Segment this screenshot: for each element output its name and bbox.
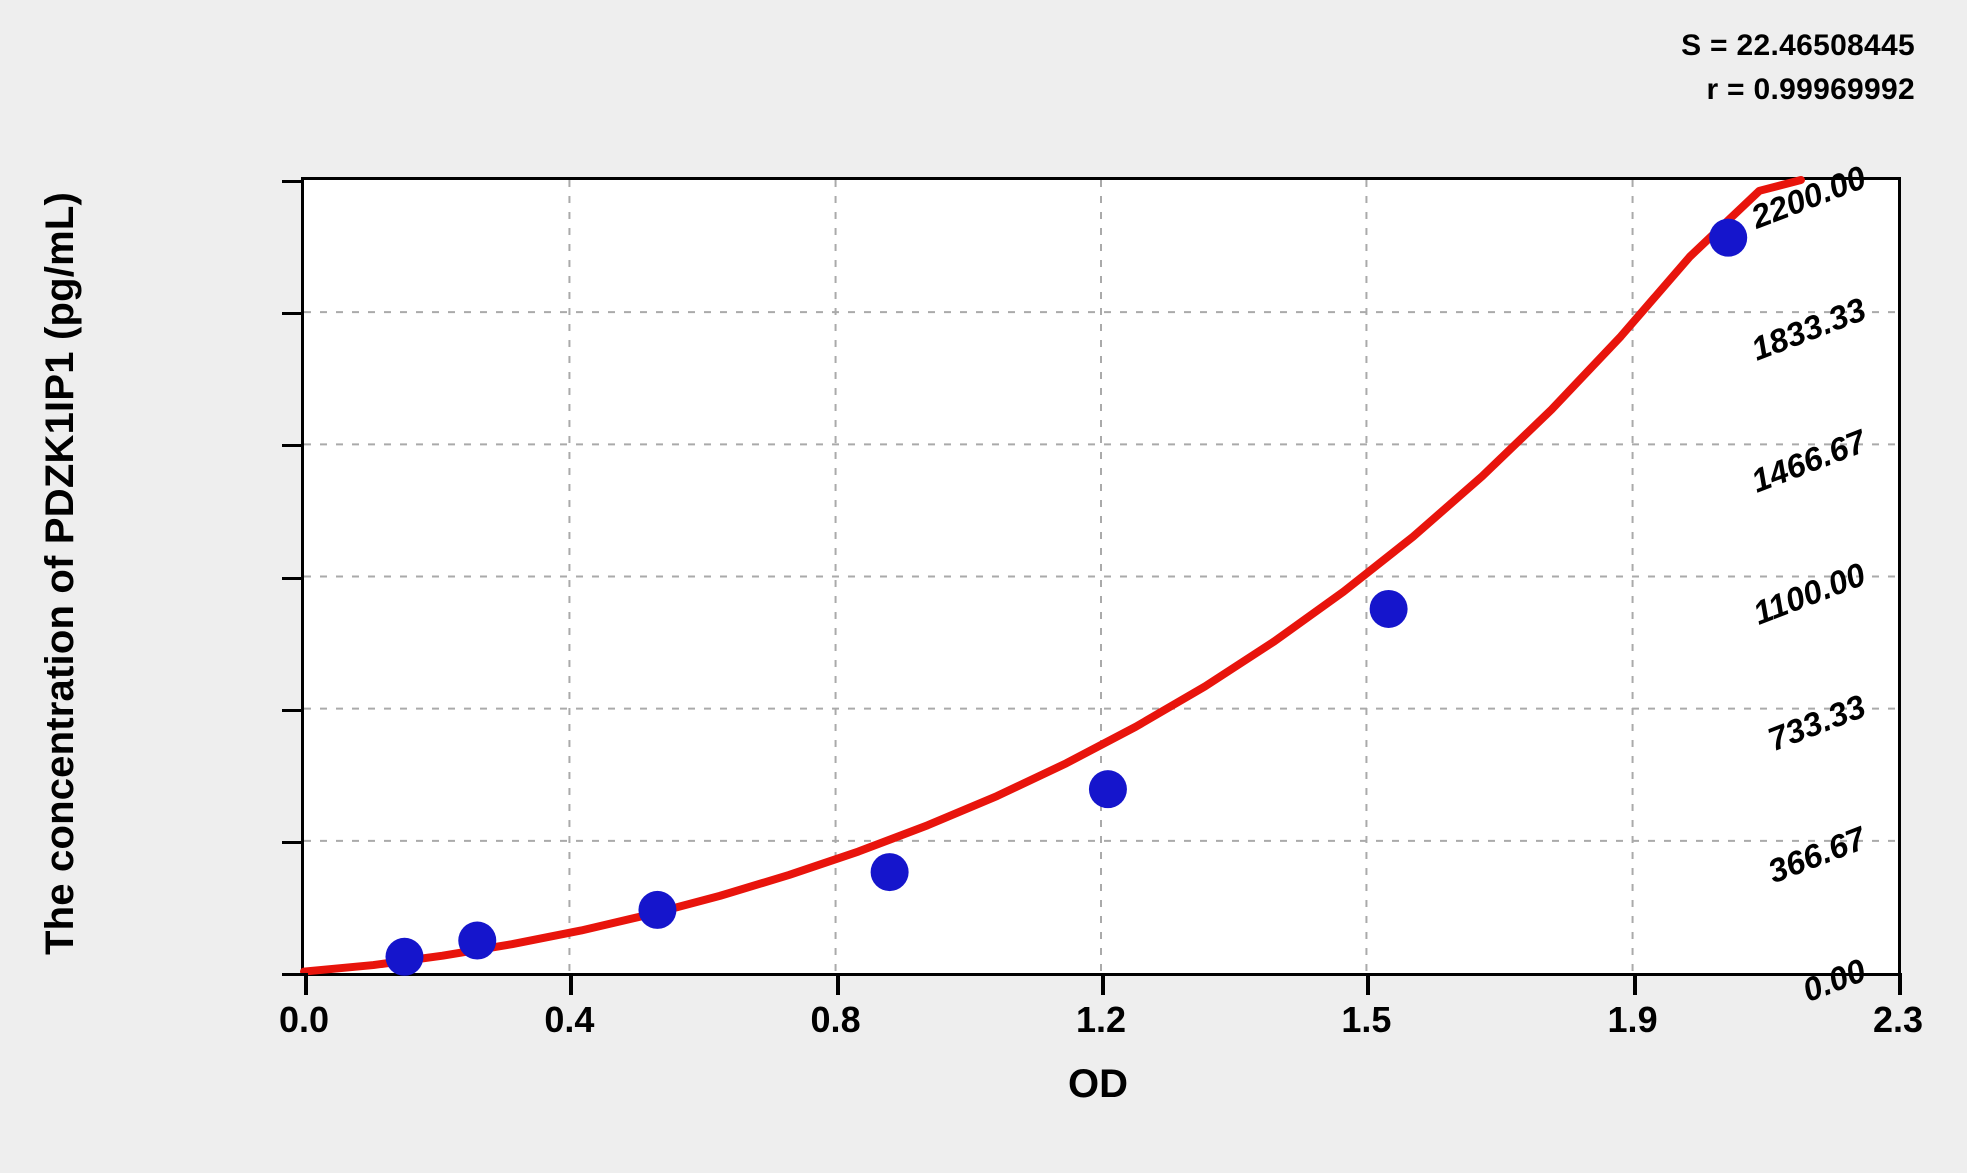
x-tick-label: 0.8 — [810, 999, 861, 1040]
x-tick-mark — [304, 973, 308, 995]
y-tick-mark — [282, 312, 304, 316]
x-tick-mark — [1898, 973, 1902, 995]
x-tick-label: 2.3 — [1872, 999, 1924, 1040]
y-tick-mark — [282, 708, 304, 712]
y-axis-title: The concentration of PDZK1IP1 (pg/mL) — [30, 177, 90, 970]
x-tick-label: 0.4 — [544, 999, 595, 1040]
y-axis-title-text: The concentration of PDZK1IP1 (pg/mL) — [37, 192, 82, 955]
y-tick-mark — [282, 973, 304, 976]
x-tick-mark — [835, 973, 840, 995]
x-tick-label: 1.9 — [1607, 999, 1658, 1040]
x-tick-mark — [1366, 973, 1371, 995]
x-tick-label: 1.2 — [1075, 999, 1127, 1040]
y-tick-mark — [282, 576, 304, 580]
data-points — [385, 218, 1748, 976]
x-tick-label: 0.0 — [278, 999, 330, 1040]
x-tick-mark — [569, 973, 574, 995]
gridlines — [304, 180, 1898, 973]
x-tick-mark — [1101, 973, 1105, 995]
x-axis-title: OD — [1068, 1062, 1128, 1106]
stats-annotation-block: S = 22.46508445 r = 0.99969992 — [1681, 24, 1915, 112]
r-value-label: r = 0.99969992 — [1706, 73, 1915, 107]
y-tick-mark — [282, 180, 304, 183]
plot-area: 0.00 366.67 733.33 1100.00 1466.67 1833.33 220… — [279, 158, 1923, 1040]
fit-curve — [300, 176, 1805, 976]
s-value-label: S = 22.46508445 — [1681, 29, 1915, 62]
x-tick-label: 1.5 — [1341, 999, 1392, 1040]
y-tick-mark — [282, 444, 304, 448]
y-tick-mark — [282, 840, 304, 844]
x-tick-mark — [1632, 973, 1637, 995]
